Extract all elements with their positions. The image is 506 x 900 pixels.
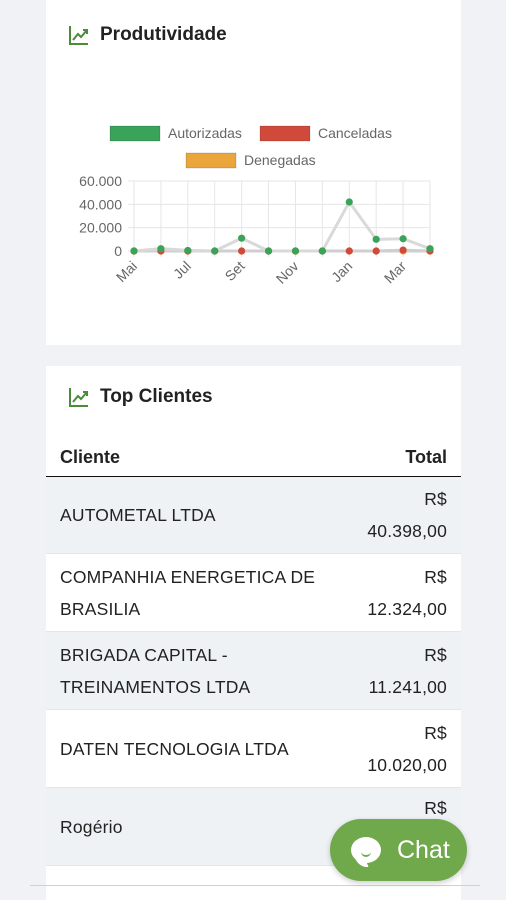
x-tick-label: Jul bbox=[170, 258, 194, 282]
currency-symbol: R$ bbox=[424, 566, 447, 587]
data-point-canceladas bbox=[399, 246, 407, 254]
legend-label: Autorizadas bbox=[168, 125, 242, 141]
y-tick-label: 40.000 bbox=[79, 196, 122, 212]
total-amount: 40.398,00 bbox=[367, 521, 447, 541]
client-name: DATEN TECNOLOGIA LTDA bbox=[60, 738, 289, 759]
y-tick-label: 0 bbox=[114, 243, 122, 259]
bottom-divider bbox=[30, 885, 480, 886]
data-point-autorizadas bbox=[318, 247, 326, 255]
currency-symbol: R$ bbox=[424, 798, 447, 818]
currency-symbol: R$ bbox=[424, 644, 447, 665]
total-amount: 10.020,00 bbox=[367, 754, 447, 775]
productivity-title: Produtividade bbox=[100, 24, 227, 45]
data-point-autorizadas bbox=[426, 245, 434, 253]
table-header: Cliente Total bbox=[46, 438, 461, 478]
client-total: R$ bbox=[424, 792, 447, 824]
data-point-autorizadas bbox=[184, 246, 192, 255]
data-point-autorizadas bbox=[345, 198, 353, 206]
chat-label: Chat bbox=[397, 835, 450, 864]
currency-symbol: R$ bbox=[424, 722, 447, 743]
table-row[interactable]: BRIGADA CAPITAL - TREINAMENTOS LTDA R$ 1… bbox=[46, 632, 461, 710]
currency-symbol: R$ bbox=[424, 489, 447, 509]
chart-line-icon bbox=[69, 26, 88, 45]
data-point-autorizadas bbox=[372, 235, 380, 243]
x-tick-label: Nov bbox=[273, 258, 302, 287]
column-header-total[interactable]: Total bbox=[405, 446, 447, 467]
table-row[interactable]: COMPANHIA ENERGETICA DE BRASILIA R$ 12.3… bbox=[46, 554, 461, 632]
total-amount: 12.324,00 bbox=[367, 598, 447, 619]
column-header-client[interactable]: Cliente bbox=[60, 446, 121, 467]
data-point-autorizadas bbox=[264, 247, 273, 255]
clients-table-body: AUTOMETAL LTDA R$ 40.398,00 COMPANHIA EN… bbox=[46, 477, 461, 866]
table-row[interactable]: DATEN TECNOLOGIA LTDA R$ 10.020,00 bbox=[46, 710, 461, 788]
data-point-canceladas bbox=[372, 247, 380, 255]
x-tick-label: Mai bbox=[113, 258, 140, 285]
client-total: R$ 12.324,00 bbox=[367, 561, 447, 625]
chat-bubble-icon bbox=[351, 837, 381, 863]
top-clients-card: Top Clientes Cliente Total AUTOMETAL LTD… bbox=[46, 366, 461, 900]
legend-label: Denegadas bbox=[244, 152, 316, 168]
data-point-autorizadas bbox=[291, 247, 300, 255]
client-name: BRIGADA CAPITAL - TREINAMENTOS LTDA bbox=[60, 644, 251, 697]
series-line-autorizadas bbox=[133, 199, 431, 253]
client-total: R$ 40.398,00 bbox=[367, 483, 447, 547]
data-point-autorizadas bbox=[238, 234, 246, 242]
table-row[interactable]: AUTOMETAL LTDA R$ 40.398,00 bbox=[46, 477, 461, 554]
top-clients-header: Top Clientes bbox=[68, 386, 213, 408]
data-point-canceladas bbox=[345, 247, 353, 255]
chat-button[interactable]: Chat bbox=[330, 819, 467, 881]
x-tick-label: Set bbox=[222, 258, 248, 284]
data-point-autorizadas bbox=[157, 245, 165, 253]
x-tick-label: Mar bbox=[381, 258, 410, 287]
data-point-canceladas bbox=[238, 247, 246, 255]
x-tick-label: Jan bbox=[328, 258, 355, 285]
total-amount: 11.241,00 bbox=[368, 676, 447, 697]
legend-swatch bbox=[259, 125, 311, 142]
client-total: R$ 10.020,00 bbox=[367, 717, 447, 781]
client-total: R$ 11.241,00 bbox=[369, 639, 447, 703]
y-tick-label: 20.000 bbox=[79, 220, 122, 236]
legend-label: Canceladas bbox=[318, 125, 392, 141]
productivity-header: Produtividade bbox=[68, 24, 227, 46]
data-point-autorizadas bbox=[130, 247, 138, 255]
y-tick-label: 60.000 bbox=[79, 173, 122, 189]
data-point-autorizadas bbox=[211, 247, 219, 255]
legend-swatch bbox=[185, 152, 237, 169]
client-name: Rogério bbox=[60, 817, 123, 837]
productivity-card: Produtividade Autorizadas Canceladas Deneg… bbox=[46, 0, 461, 345]
client-name: COMPANHIA ENERGETICA DE BRASILIA bbox=[60, 566, 316, 619]
client-name: AUTOMETAL LTDA bbox=[60, 505, 216, 525]
top-clients-title: Top Clientes bbox=[100, 386, 213, 407]
data-point-autorizadas bbox=[399, 235, 407, 243]
chart-line-icon bbox=[69, 388, 88, 407]
legend-swatch bbox=[109, 125, 161, 142]
